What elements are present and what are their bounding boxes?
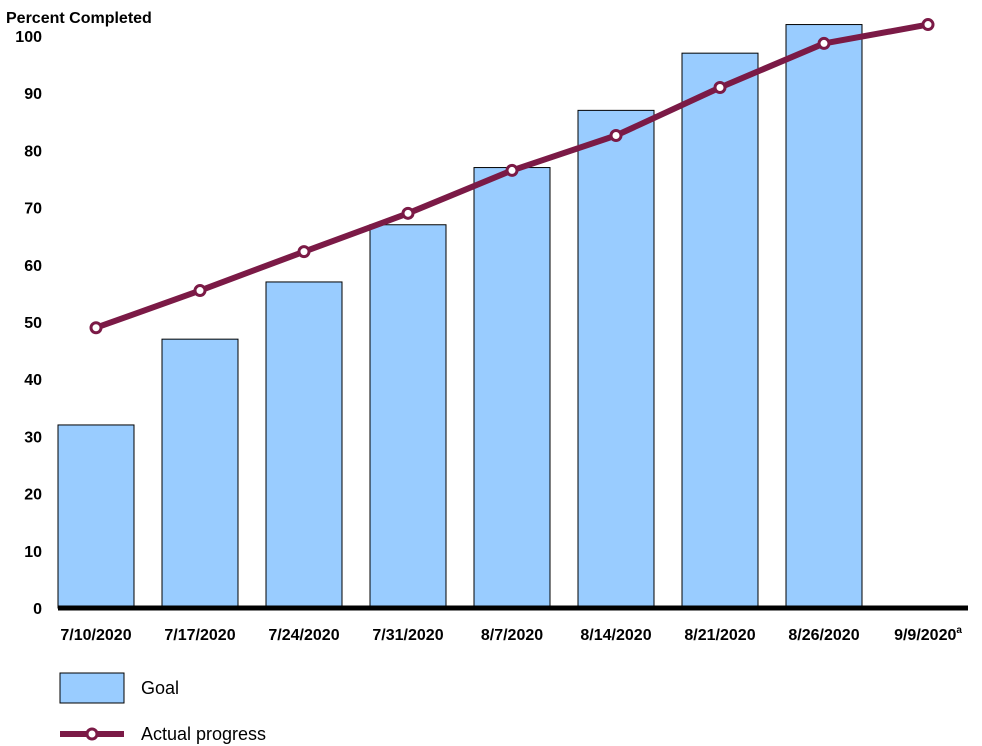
- y-axis-title: Percent Completed: [6, 10, 152, 27]
- y-tick-label: 60: [24, 258, 42, 275]
- x-tick-label: 7/24/2020: [268, 627, 339, 644]
- x-axis-ticks: 7/10/2020 7/17/2020 7/24/2020 7/31/2020 8/7/…: [60, 625, 962, 644]
- actual-progress-point: [401, 206, 415, 220]
- goal-bar: [57, 424, 135, 609]
- goal-bars: [57, 24, 863, 609]
- x-tick-text: 7/10/2020: [60, 627, 131, 644]
- y-tick-label: 40: [24, 372, 42, 389]
- legend: Goal Actual progress: [59, 672, 266, 744]
- actual-progress-point: [89, 321, 103, 335]
- x-tick-text: 9/9/2020: [894, 627, 956, 644]
- legend-actual-marker: [85, 727, 99, 741]
- x-tick-label: 8/14/2020: [580, 627, 651, 644]
- goal-bar: [577, 109, 655, 609]
- actual-progress-point: [505, 163, 519, 177]
- y-tick-label: 0: [33, 601, 42, 618]
- x-tick-label: 7/10/2020: [60, 627, 131, 644]
- goal-bar: [681, 52, 759, 609]
- actual-progress-point: [193, 284, 207, 298]
- goal-bar: [785, 24, 863, 609]
- actual-progress-point: [713, 80, 727, 94]
- actual-progress-series: [89, 18, 935, 335]
- y-tick-label: 20: [24, 487, 42, 504]
- y-tick-label: 80: [24, 143, 42, 160]
- y-tick-label: 70: [24, 201, 42, 218]
- y-tick-label: 30: [24, 429, 42, 446]
- y-tick-label: 90: [24, 86, 42, 103]
- legend-actual-label: Actual progress: [141, 724, 266, 744]
- x-tick-text: 8/7/2020: [481, 627, 543, 644]
- actual-progress-point: [297, 245, 311, 259]
- actual-progress-point: [817, 36, 831, 50]
- actual-progress-point: [609, 129, 623, 143]
- x-tick-label: 8/7/2020: [481, 627, 543, 644]
- x-tick-label: 7/31/2020: [372, 627, 443, 644]
- actual-progress-point: [921, 18, 935, 32]
- x-tick-text: 7/17/2020: [164, 627, 235, 644]
- x-tick-label: 8/26/2020: [788, 627, 859, 644]
- y-axis-ticks: 0 10 20 30 40 50 60 70 80 90 100: [15, 29, 42, 618]
- y-tick-label: 100: [15, 29, 42, 46]
- x-tick-text: 7/31/2020: [372, 627, 443, 644]
- y-tick-label: 50: [24, 315, 42, 332]
- x-tick-text: 7/24/2020: [268, 627, 339, 644]
- goal-bar: [265, 281, 343, 609]
- y-tick-label: 10: [24, 544, 42, 561]
- x-tick-text: 8/21/2020: [684, 627, 755, 644]
- x-tick-label: 9/9/2020a: [894, 625, 962, 644]
- legend-goal-swatch: [59, 672, 125, 704]
- x-tick-text: 8/14/2020: [580, 627, 651, 644]
- goal-bar: [473, 167, 551, 609]
- x-tick-label: 8/21/2020: [684, 627, 755, 644]
- x-tick-label: 7/17/2020: [164, 627, 235, 644]
- goal-bar: [369, 224, 447, 609]
- legend-goal-label: Goal: [141, 678, 179, 698]
- x-tick-footnote: a: [956, 625, 962, 636]
- x-tick-text: 8/26/2020: [788, 627, 859, 644]
- goal-bar: [161, 338, 239, 609]
